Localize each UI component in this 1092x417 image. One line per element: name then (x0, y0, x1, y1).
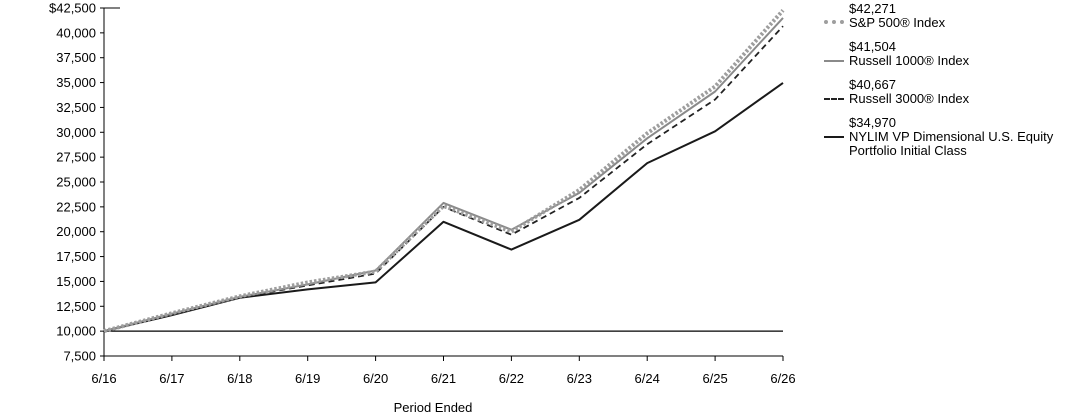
series-layer (103, 8, 785, 334)
x-tick-label: 6/25 (702, 371, 727, 386)
x-tick-label: 6/22 (499, 371, 524, 386)
y-tick-label: 12,500 (56, 299, 96, 314)
y-tick-label: 7,500 (63, 349, 96, 364)
x-tick-label: 6/19 (295, 371, 320, 386)
x-tick-label: 6/21 (431, 371, 456, 386)
legend-value: $42,271 (849, 1, 896, 16)
legend-item-nylim: $34,970 NYLIM VP Dimensional U.S. Equity… (824, 116, 1090, 158)
x-tick-label: 6/16 (91, 371, 116, 386)
legend-label: Russell 3000® Index (849, 91, 970, 106)
y-tick-label: 22,500 (56, 199, 96, 214)
x-tick-label: 6/26 (770, 371, 795, 386)
y-tick-label: 10,000 (56, 324, 96, 339)
legend-label: NYLIM VP Dimensional U.S. Equity Portfol… (849, 129, 1054, 158)
y-tick-label: 20,000 (56, 224, 96, 239)
legend-value: $34,970 (849, 115, 896, 130)
y-tick-label: 30,000 (56, 125, 96, 140)
x-tick-label: 6/23 (567, 371, 592, 386)
y-tick-label: $42,500 (49, 1, 96, 16)
sp500-line (103, 8, 785, 334)
legend-item-russell-1000: $41,504 Russell 1000® Index (824, 40, 1090, 68)
legend-swatch-russell-1000 (824, 60, 844, 62)
russell-1000-line (103, 17, 784, 333)
legend-value: $40,667 (849, 77, 896, 92)
y-tick-label: 32,500 (56, 100, 96, 115)
x-tick-label: 6/18 (227, 371, 252, 386)
nylim-line (103, 82, 784, 333)
y-tick-label: 27,500 (56, 150, 96, 165)
legend-item-russell-3000: $40,667 Russell 3000® Index (824, 78, 1090, 106)
y-tick-label: 35,000 (56, 75, 96, 90)
legend-label: S&P 500® Index (849, 15, 946, 30)
russell-3000-line (103, 25, 784, 332)
y-tick-label: 15,000 (56, 274, 96, 289)
x-tick-label: 6/20 (363, 371, 388, 386)
legend: $42,271 S&P 500® Index $41,504 Russell 1… (824, 2, 1090, 168)
y-tick-label: 25,000 (56, 175, 96, 190)
legend-swatch-russell-3000 (824, 98, 844, 100)
x-axis-title: Period Ended (394, 400, 473, 415)
legend-swatch-nylim (824, 136, 844, 138)
x-tick-label: 6/24 (635, 371, 660, 386)
y-tick-label: 40,000 (56, 25, 96, 40)
y-axis: $42,500 40,000 37,500 35,000 32,500 30,000 27,… (49, 1, 120, 364)
x-axis: 6/16 6/17 6/18 6/19 6/20 6/21 6/22 6/23 6/24 6/25… (91, 355, 796, 386)
y-tick-label: 17,500 (56, 249, 96, 264)
y-tick-label: 37,500 (56, 50, 96, 65)
legend-value: $41,504 (849, 39, 896, 54)
x-tick-label: 6/17 (159, 371, 184, 386)
legend-item-sp500: $42,271 S&P 500® Index (824, 2, 1090, 30)
legend-swatch-sp500 (824, 20, 844, 24)
legend-label: Russell 1000® Index (849, 53, 970, 68)
